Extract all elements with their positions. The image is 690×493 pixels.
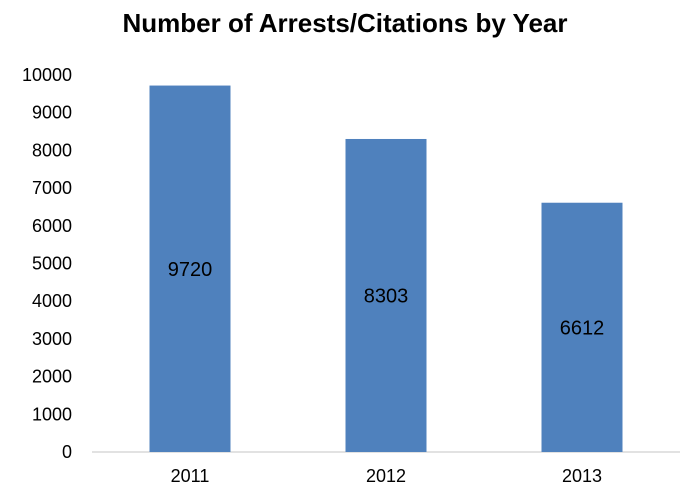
x-tick-label-2011: 2011: [171, 466, 210, 486]
y-tick-label: 5000: [32, 254, 72, 274]
y-tick-label: 0: [62, 442, 72, 462]
y-tick-label: 1000: [32, 404, 72, 424]
bar-2011: [149, 85, 231, 452]
data-label-2013: 6612: [560, 317, 605, 339]
y-tick-label: 6000: [32, 216, 72, 236]
bar-2013: [541, 202, 623, 452]
bar-2012: [345, 138, 427, 452]
chart-title: Number of Arrests/Citations by Year: [122, 8, 568, 38]
x-tick-label-2012: 2012: [366, 466, 406, 486]
y-tick-label: 2000: [32, 367, 72, 387]
y-tick-label: 4000: [32, 291, 72, 311]
y-tick-label: 3000: [32, 329, 72, 349]
y-tick-label: 10000: [22, 65, 72, 85]
y-tick-label: 8000: [32, 140, 72, 160]
y-tick-label: 9000: [32, 103, 72, 123]
x-tick-label-2013: 2013: [562, 466, 602, 486]
y-tick-label: 7000: [32, 178, 72, 198]
data-label-2012: 8303: [364, 285, 409, 307]
data-label-2011: 9720: [168, 259, 213, 281]
